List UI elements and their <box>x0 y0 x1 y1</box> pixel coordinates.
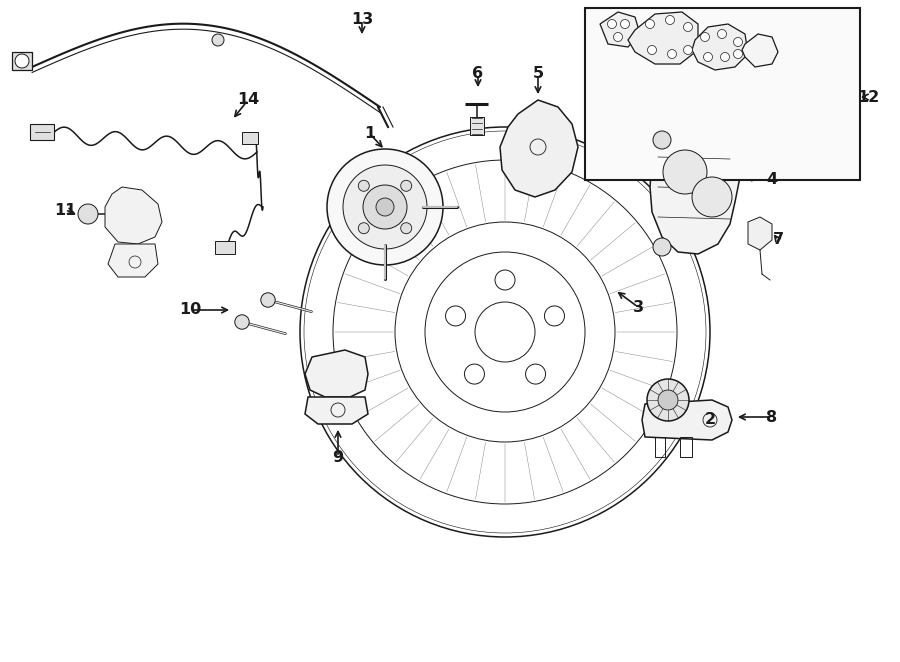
Circle shape <box>212 34 224 46</box>
Circle shape <box>400 222 411 234</box>
Circle shape <box>620 19 629 28</box>
Polygon shape <box>12 52 32 70</box>
Text: 3: 3 <box>633 299 643 314</box>
Circle shape <box>608 19 616 28</box>
Polygon shape <box>600 12 640 47</box>
Text: 13: 13 <box>351 13 374 28</box>
Circle shape <box>363 185 407 229</box>
Circle shape <box>658 390 678 410</box>
Circle shape <box>663 150 707 194</box>
Circle shape <box>692 177 732 217</box>
Circle shape <box>717 30 726 38</box>
Polygon shape <box>650 120 742 254</box>
Circle shape <box>647 46 656 54</box>
Circle shape <box>495 270 515 290</box>
Circle shape <box>235 315 249 329</box>
Circle shape <box>78 204 98 224</box>
Circle shape <box>614 32 623 42</box>
Polygon shape <box>305 397 368 424</box>
Circle shape <box>653 131 671 149</box>
Text: 10: 10 <box>179 303 201 318</box>
Text: 5: 5 <box>533 66 544 81</box>
Polygon shape <box>642 400 732 440</box>
Circle shape <box>721 52 730 62</box>
Polygon shape <box>105 187 162 244</box>
Circle shape <box>464 364 484 384</box>
Text: 8: 8 <box>767 410 778 424</box>
Text: 7: 7 <box>772 232 784 248</box>
Bar <box>470 117 484 135</box>
Circle shape <box>343 165 427 249</box>
Circle shape <box>653 238 671 256</box>
Circle shape <box>544 306 564 326</box>
Text: 1: 1 <box>364 126 375 142</box>
Polygon shape <box>305 350 368 397</box>
Circle shape <box>446 306 465 326</box>
Circle shape <box>400 180 411 191</box>
Circle shape <box>700 32 709 42</box>
Circle shape <box>683 23 692 32</box>
Circle shape <box>734 38 742 46</box>
Bar <box>585 8 860 180</box>
Circle shape <box>647 379 689 421</box>
Circle shape <box>526 364 545 384</box>
Circle shape <box>668 50 677 58</box>
Bar <box>30 124 54 140</box>
Text: 14: 14 <box>237 93 259 107</box>
Circle shape <box>358 180 369 191</box>
Circle shape <box>358 222 369 234</box>
Text: 11: 11 <box>54 203 76 218</box>
Circle shape <box>683 46 692 54</box>
Polygon shape <box>742 34 778 67</box>
Bar <box>242 132 258 144</box>
Text: 4: 4 <box>767 173 778 187</box>
Polygon shape <box>108 244 158 277</box>
Circle shape <box>734 50 742 58</box>
Text: 9: 9 <box>332 449 344 465</box>
Polygon shape <box>628 12 698 64</box>
Circle shape <box>704 52 713 62</box>
Text: 12: 12 <box>857 89 879 105</box>
Polygon shape <box>500 100 578 197</box>
Circle shape <box>376 198 394 216</box>
Polygon shape <box>748 217 772 250</box>
Circle shape <box>15 54 29 68</box>
Circle shape <box>645 19 654 28</box>
Bar <box>215 241 235 254</box>
Circle shape <box>327 149 443 265</box>
Text: 2: 2 <box>705 412 716 428</box>
Polygon shape <box>692 24 748 70</box>
Text: 6: 6 <box>472 66 483 81</box>
Circle shape <box>261 293 275 307</box>
Circle shape <box>665 15 674 24</box>
